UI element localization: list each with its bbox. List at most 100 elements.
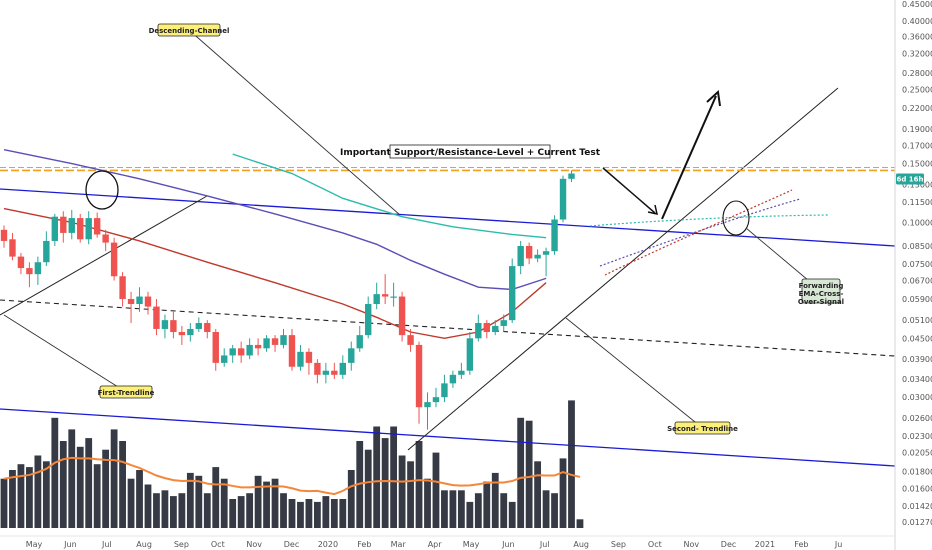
volume-bar <box>390 426 398 528</box>
time-tick-label: Dec <box>721 540 736 549</box>
candle-body <box>568 173 575 179</box>
volume-bar <box>517 417 525 528</box>
volume-bar <box>246 493 254 528</box>
candle-body <box>551 219 558 252</box>
volume-bar <box>483 481 491 528</box>
time-tick-label: Sep <box>174 540 189 549</box>
volume-bar <box>220 478 228 528</box>
volume-bar <box>161 490 169 528</box>
volume-bar <box>51 417 59 528</box>
candle-body <box>93 218 101 235</box>
price-tick-label: 0.02600000 <box>902 414 932 423</box>
volume-bar <box>170 496 177 528</box>
price-tick-label: 0.28000000 <box>902 69 932 78</box>
highlight-circle <box>85 170 119 210</box>
channel-lower-line <box>0 408 896 467</box>
candle-body <box>178 332 186 336</box>
candle-body <box>288 335 296 367</box>
candles-layer <box>0 170 575 430</box>
candle-body <box>127 298 135 304</box>
time-tick-label: Feb <box>794 540 808 549</box>
volume-bar <box>474 493 482 528</box>
candle-body <box>381 294 389 297</box>
volume-bar <box>229 499 237 528</box>
volume-bar <box>398 455 406 528</box>
time-tick-label: 2021 <box>755 540 775 549</box>
time-tick-label: Apr <box>428 540 443 549</box>
volume-bar <box>26 467 33 528</box>
volume-bar <box>466 501 474 528</box>
volume-bar <box>297 501 304 528</box>
price-tick-label: 0.19000000 <box>902 125 932 134</box>
second-trendline-callout-pointer <box>565 317 703 429</box>
candle-body <box>77 218 84 240</box>
forwarding-callout-text: EMA-Cross- <box>799 290 844 298</box>
candle-body <box>119 276 126 299</box>
candle-body <box>229 348 236 356</box>
sr-label-box <box>389 144 551 159</box>
candle-body <box>525 245 533 259</box>
price-tick-label: 0.03900000 <box>902 355 932 364</box>
volume-bar <box>263 481 270 528</box>
volume-bar <box>280 493 287 528</box>
candle-body <box>432 397 440 403</box>
first-trendline-callout-pointer <box>3 314 127 393</box>
price-tick-label: 0.36000000 <box>902 32 932 41</box>
volume-bar <box>254 475 262 528</box>
candle-body <box>60 216 67 233</box>
time-tick-label: Oct <box>211 540 225 549</box>
volume-bar <box>85 438 93 528</box>
price-tick-label: 0.03400000 <box>902 375 932 384</box>
arrow-up-head <box>706 89 721 107</box>
volume-bar <box>42 461 50 528</box>
candle-body <box>314 362 321 375</box>
first-trendline-callout-text: First-Trendline <box>98 389 155 397</box>
volume-bar <box>364 449 372 528</box>
candle-body <box>85 218 92 240</box>
forwarding-callout-text: Over-Signal <box>798 298 844 306</box>
candle-body <box>68 218 75 233</box>
volume-bar <box>76 446 84 528</box>
volume-bar <box>449 490 457 528</box>
volume-bar <box>415 441 423 528</box>
volume-bar <box>195 475 203 528</box>
candle-body <box>34 262 42 275</box>
time-tick-label: Oct <box>648 540 662 549</box>
time-tick-label: Jun <box>501 540 515 549</box>
descending-channel-callout-box <box>157 23 221 37</box>
candle-body <box>458 370 465 375</box>
volume-bar <box>186 472 194 528</box>
volume-bar <box>0 478 8 528</box>
candle-body <box>237 348 245 356</box>
time-tick-label: Jul <box>101 540 112 549</box>
volume-bar <box>102 449 110 528</box>
price-tick-label: 0.04500000 <box>902 334 932 343</box>
price-tick-label: 0.03000000 <box>902 393 932 402</box>
arrow-down-stroke <box>602 167 656 214</box>
price-tick-label: 0.17000000 <box>902 141 932 150</box>
price-tick-label: 0.07500000 <box>902 260 932 269</box>
volume-bar <box>178 493 186 528</box>
candle-body <box>339 362 346 375</box>
price-tick-label: 0.05100000 <box>902 316 932 325</box>
price-tick-label: 0.01600000 <box>902 484 932 493</box>
price-tick-label: 0.02300000 <box>902 432 932 441</box>
volume-bar <box>508 501 516 528</box>
candle-body <box>17 256 25 269</box>
candle-body <box>407 335 414 345</box>
price-axis[interactable]: 0.45000000 0.40000000 0.36000000 0.32000000… <box>896 0 932 527</box>
time-tick-label: Sep <box>611 540 626 549</box>
volume-bar <box>424 478 431 528</box>
time-axis[interactable]: May Jun Jul Aug Sep Oct Nov Dec 2020 Feb Mar Apr May… <box>26 540 843 549</box>
candle-body <box>43 240 50 263</box>
candle-body <box>254 344 262 349</box>
volume-bar <box>534 461 542 528</box>
first-trendline <box>0 195 208 316</box>
volume-bar <box>339 499 347 528</box>
volume-bar <box>432 452 440 528</box>
volume-bar <box>551 493 558 528</box>
candle-body <box>415 344 423 408</box>
price-tick-label: 0.02050000 <box>902 448 932 457</box>
price-tick-label: 0.11500000 <box>902 198 932 207</box>
